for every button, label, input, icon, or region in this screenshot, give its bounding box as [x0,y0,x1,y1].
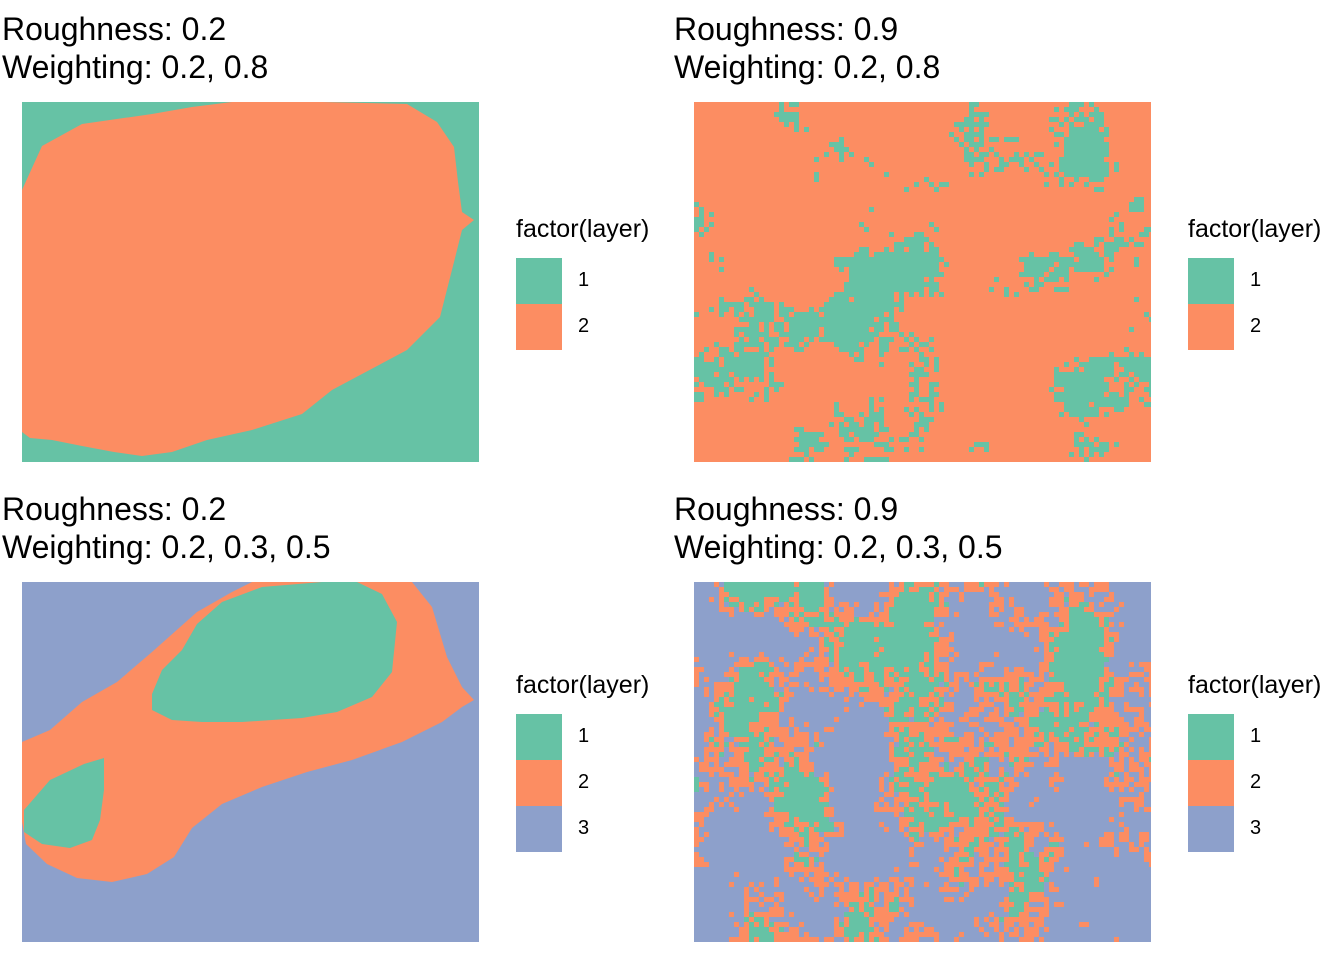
legend: factor(layer) 1 2 3 [1188,670,1344,852]
chart-panel-3: Roughness: 0.2 Weighting: 0.2, 0.3, 0.5 … [0,480,672,960]
legend: factor(layer) 1 2 [1188,214,1344,350]
legend-label-3: 3 [1250,817,1262,839]
legend-item-2: 2 [1188,304,1344,350]
legend-swatch-2 [516,304,562,350]
chart-title-line1: Roughness: 0.2 [2,11,227,47]
legend-item-2: 2 [516,760,676,806]
chart-title-line2: Weighting: 0.2, 0.3, 0.5 [674,529,1003,565]
chart-title-line2: Weighting: 0.2, 0.8 [2,49,269,85]
chart-title-line1: Roughness: 0.9 [674,11,899,47]
chart-title-line1: Roughness: 0.9 [674,491,899,527]
legend-swatch-2 [1188,304,1234,350]
legend-swatch-1 [1188,714,1234,760]
legend-title: factor(layer) [1188,215,1322,243]
legend-item-1: 1 [516,714,676,760]
legend-label-1: 1 [578,269,590,291]
chart-panel-2: Roughness: 0.9 Weighting: 0.2, 0.8 facto… [672,0,1344,480]
chart-title-line2: Weighting: 0.2, 0.8 [674,49,941,85]
legend-label-1: 1 [1250,269,1262,291]
landscape-map [22,102,479,462]
legend-item-2: 2 [1188,760,1344,806]
landscape-map [694,102,1151,462]
legend-label-1: 1 [578,725,590,747]
landscape-map [22,582,479,942]
legend-swatch-1 [1188,258,1234,304]
legend-label-1: 1 [1250,725,1262,747]
map-cells-layer-1 [694,102,1151,462]
legend-swatch-1 [516,714,562,760]
legend-title: factor(layer) [1188,671,1322,699]
landscape-map [694,582,1151,942]
chart-title-line1: Roughness: 0.2 [2,491,227,527]
chart-panel-1: Roughness: 0.2 Weighting: 0.2, 0.8 facto… [0,0,672,480]
legend-swatch-2 [516,760,562,806]
legend-item-3: 3 [516,806,676,852]
legend-label-2: 2 [1250,315,1262,337]
legend-label-2: 2 [1250,771,1262,793]
legend-item-2: 2 [516,304,676,350]
legend-swatch-3 [1188,806,1234,852]
legend-swatch-3 [516,806,562,852]
map-region-layer-1 [152,582,397,722]
legend-title: factor(layer) [516,671,650,699]
legend-label-3: 3 [578,817,590,839]
map-cells-layer-2 [694,582,1151,942]
legend-label-2: 2 [578,315,590,337]
legend-item-1: 1 [1188,714,1344,760]
chart-title-line2: Weighting: 0.2, 0.3, 0.5 [2,529,331,565]
legend-item-3: 3 [1188,806,1344,852]
legend-swatch-2 [1188,760,1234,806]
legend-title: factor(layer) [516,215,650,243]
map-region-layer-1 [24,758,104,848]
legend: factor(layer) 1 2 [516,214,676,350]
legend-swatch-1 [516,258,562,304]
legend-item-1: 1 [1188,258,1344,304]
legend-label-2: 2 [578,771,590,793]
legend: factor(layer) 1 2 3 [516,670,676,852]
map-region-layer-2 [22,102,474,456]
chart-panel-4: Roughness: 0.9 Weighting: 0.2, 0.3, 0.5 … [672,480,1344,960]
legend-item-1: 1 [516,258,676,304]
